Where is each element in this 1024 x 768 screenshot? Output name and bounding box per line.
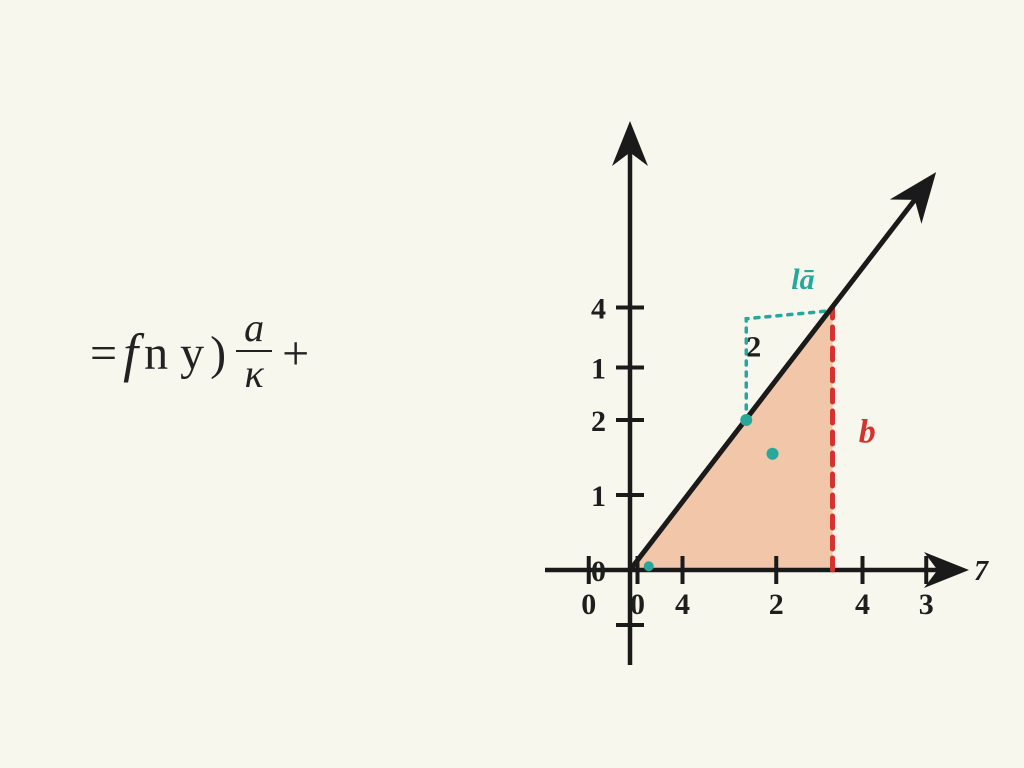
x-tick-label: 0 — [581, 588, 596, 621]
data-point — [740, 414, 752, 426]
annotation-label: b — [859, 414, 876, 451]
x-tick-label: 2 — [769, 588, 784, 621]
annotation-label: lā — [791, 263, 814, 296]
y-tick-label: 1 — [591, 353, 606, 386]
data-point — [767, 448, 779, 460]
coordinate-plot: 012140042437lā2b — [0, 0, 1024, 768]
x-tick-label: 4 — [855, 588, 870, 621]
data-point — [644, 561, 654, 571]
y-tick-label: 4 — [591, 293, 606, 326]
annotation-label: 2 — [746, 330, 761, 363]
y-tick-label: 2 — [591, 405, 606, 438]
x-axis-end-label: 7 — [974, 556, 989, 587]
y-tick-label: 0 — [591, 555, 606, 588]
x-tick-label: 0 — [630, 588, 645, 621]
x-tick-label: 3 — [919, 588, 934, 621]
x-tick-label: 4 — [675, 588, 690, 621]
y-tick-label: 1 — [591, 480, 606, 513]
